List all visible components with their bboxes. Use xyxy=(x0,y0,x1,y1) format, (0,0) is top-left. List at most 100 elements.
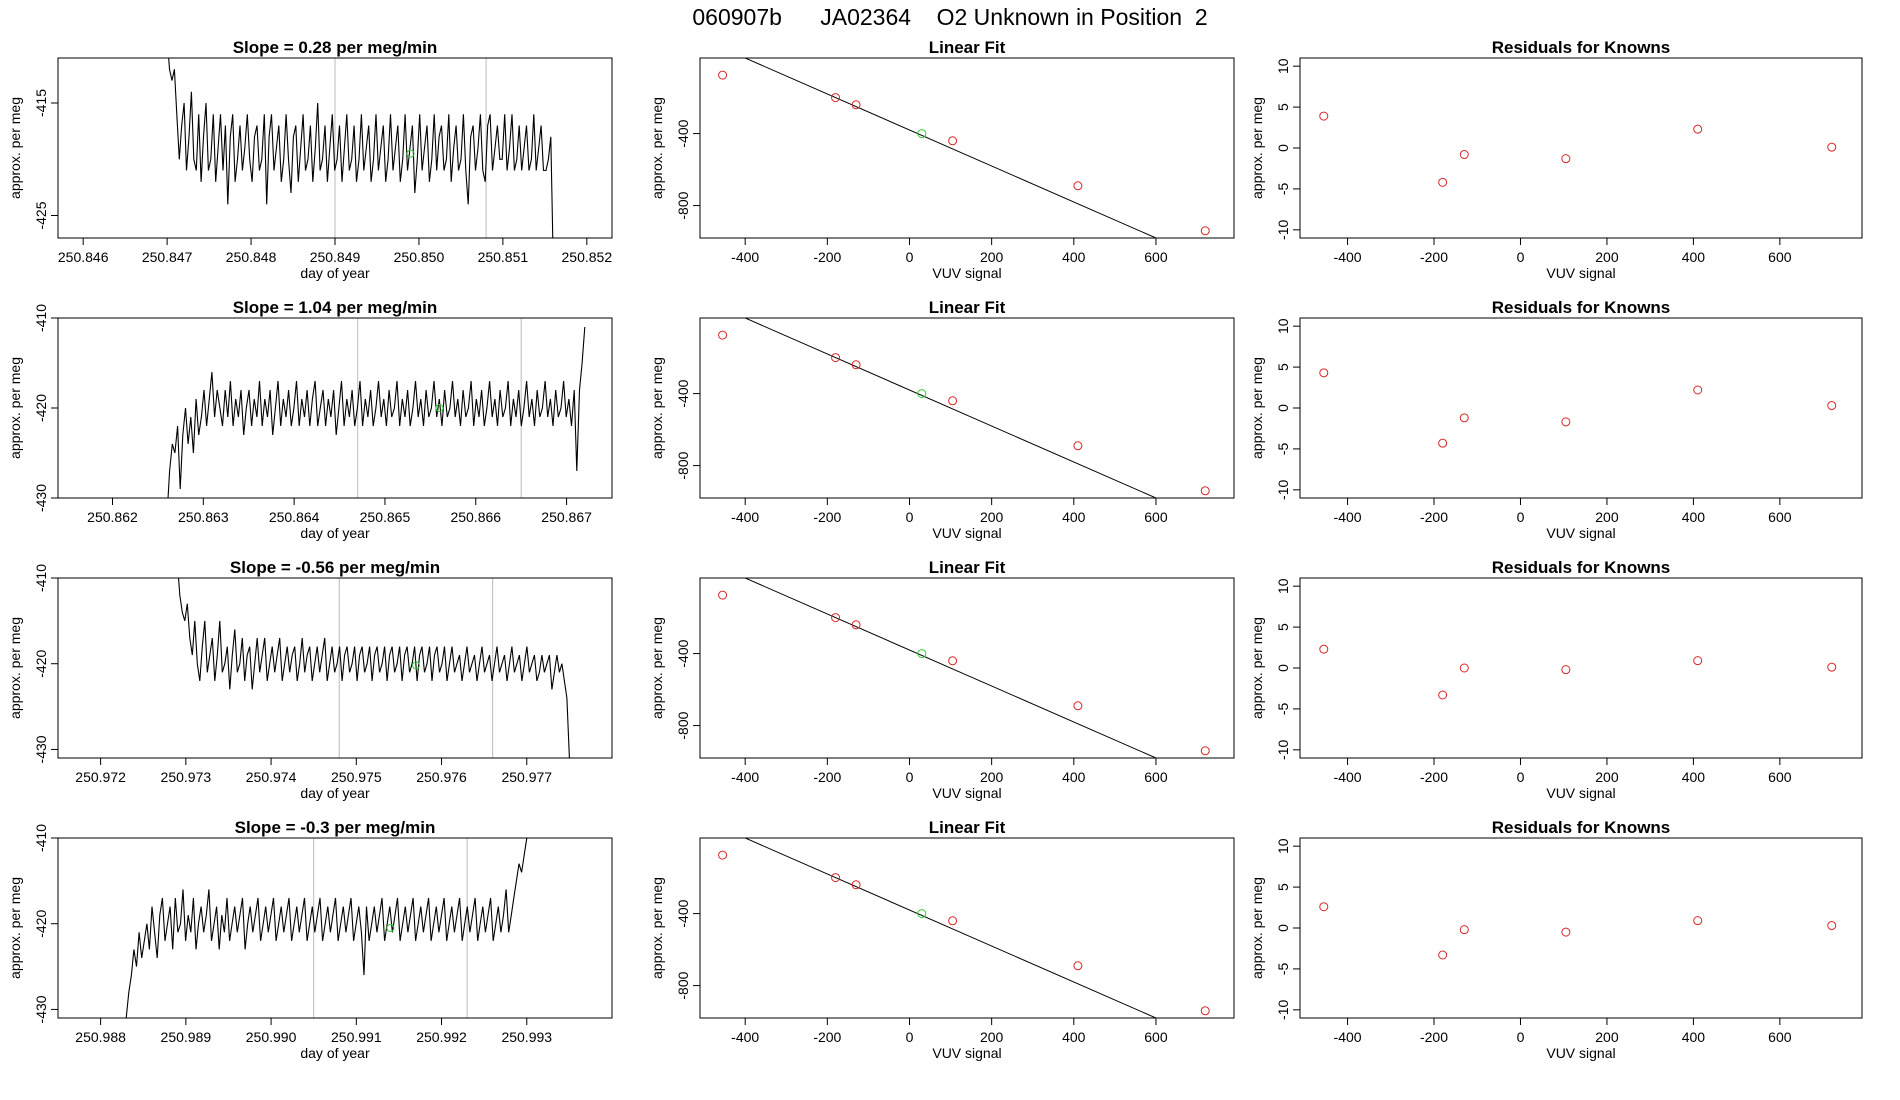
panel-title: Slope = -0.56 per meg/min xyxy=(230,558,440,577)
x-tick-label: 600 xyxy=(1768,249,1792,265)
y-tick-label: -800 xyxy=(675,191,691,219)
x-tick-label: -200 xyxy=(1420,1029,1448,1045)
known-point xyxy=(1827,921,1837,931)
y-axis-label: approx. per meg xyxy=(649,97,665,199)
panel-r2-c3: Residuals for Knowns -400 -200 0 200 400 600 10… xyxy=(1249,298,1863,541)
x-tick-label: -400 xyxy=(1334,769,1362,785)
panel-title: Linear Fit xyxy=(929,298,1006,317)
known-point xyxy=(1073,701,1083,711)
x-tick-label: 250.850 xyxy=(394,249,445,265)
x-tick-label: 250.867 xyxy=(541,509,592,525)
known-point xyxy=(1693,916,1703,926)
x-tick-label: 400 xyxy=(1062,249,1086,265)
x-tick-label: 400 xyxy=(1682,1029,1706,1045)
known-point xyxy=(718,330,728,340)
x-tick-label: -400 xyxy=(731,249,759,265)
known-point xyxy=(948,916,958,926)
known-point xyxy=(1561,665,1571,675)
y-tick-label: -5 xyxy=(1275,182,1291,195)
plot-data xyxy=(1319,111,1837,187)
y-tick-label: -800 xyxy=(675,711,691,739)
y-axis-label: approx. per meg xyxy=(1249,357,1265,459)
figure-title: 060907b JA02364 O2 Unknown in Position 2 xyxy=(692,4,1207,30)
x-tick-label: 0 xyxy=(906,249,914,265)
y-tick-label: -400 xyxy=(675,639,691,667)
y-tick-label: -10 xyxy=(1275,219,1291,239)
known-point xyxy=(1319,902,1329,912)
known-point xyxy=(831,353,841,363)
known-point xyxy=(1827,401,1837,411)
unknown-point xyxy=(386,924,395,932)
known-point xyxy=(851,880,861,890)
known-point xyxy=(851,100,861,110)
x-tick-label: 250.848 xyxy=(226,249,277,265)
plot-frame xyxy=(57,837,613,1019)
x-tick-label: -400 xyxy=(731,509,759,525)
known-point xyxy=(831,93,841,103)
y-axis-label: approx. per meg xyxy=(649,357,665,459)
x-tick-label: 600 xyxy=(1144,249,1168,265)
x-tick-label: -200 xyxy=(1420,769,1448,785)
x-tick-label: 200 xyxy=(980,249,1004,265)
known-point xyxy=(851,620,861,630)
x-tick-label: 400 xyxy=(1062,769,1086,785)
fit-line xyxy=(743,58,1158,238)
known-point xyxy=(948,656,958,666)
fit-line xyxy=(743,838,1158,1018)
panel-r1-c2: Linear Fit -400 -200 0 200 400 600 -400 -800 VUV … xyxy=(649,38,1235,281)
x-tick-label: -200 xyxy=(813,249,841,265)
known-point xyxy=(1693,385,1703,395)
y-tick-label: -420 xyxy=(33,394,49,422)
plot-data xyxy=(718,318,1210,498)
x-axis-label: day of year xyxy=(300,265,370,281)
plot-frame xyxy=(1299,57,1863,239)
x-tick-label: 600 xyxy=(1768,509,1792,525)
time-series-line xyxy=(168,58,554,238)
x-tick-label: -200 xyxy=(1420,509,1448,525)
x-axis-label: VUV signal xyxy=(1546,1045,1615,1061)
x-axis-label: VUV signal xyxy=(932,785,1001,801)
x-tick-label: 250.866 xyxy=(450,509,501,525)
unknown-point xyxy=(435,404,444,412)
y-axis-label: approx. per meg xyxy=(7,617,23,719)
y-tick-label: -400 xyxy=(675,119,691,147)
x-tick-label: 0 xyxy=(1517,1029,1525,1045)
unknown-point xyxy=(411,661,420,670)
x-axis-label: day of year xyxy=(300,1045,370,1061)
known-point xyxy=(1073,441,1083,451)
y-tick-label: 0 xyxy=(1275,144,1291,152)
known-point xyxy=(1438,177,1448,187)
y-tick-label: 10 xyxy=(1275,838,1291,854)
plot-frame xyxy=(1299,837,1863,1019)
panel-title: Slope = 0.28 per meg/min xyxy=(233,38,438,57)
known-point xyxy=(851,360,861,370)
x-axis-label: VUV signal xyxy=(1546,525,1615,541)
known-point xyxy=(1459,150,1469,160)
x-tick-label: 200 xyxy=(980,509,1004,525)
x-tick-label: 250.847 xyxy=(142,249,193,265)
known-point xyxy=(1459,413,1469,423)
x-tick-label: 250.992 xyxy=(416,1029,467,1045)
known-point xyxy=(1319,368,1329,378)
y-tick-label: -420 xyxy=(33,649,49,677)
x-tick-label: 600 xyxy=(1768,1029,1792,1045)
panel-title: Slope = 1.04 per meg/min xyxy=(233,298,438,317)
panel-r4-c2: Linear Fit -400 -200 0 200 400 600 -400 -800 VUV … xyxy=(649,818,1235,1061)
known-point xyxy=(1693,656,1703,666)
y-tick-label: 0 xyxy=(1275,924,1291,932)
x-tick-label: 0 xyxy=(906,1029,914,1045)
x-tick-label: 250.990 xyxy=(246,1029,297,1045)
x-tick-label: -400 xyxy=(1334,1029,1362,1045)
x-tick-label: 0 xyxy=(1517,249,1525,265)
y-tick-label: 10 xyxy=(1275,318,1291,334)
x-tick-label: 250.991 xyxy=(331,1029,382,1045)
y-tick-label: 5 xyxy=(1275,883,1291,891)
x-tick-label: 0 xyxy=(906,509,914,525)
panel-r3-c1: Slope = -0.56 per meg/min 250.972 250.973 2… xyxy=(7,558,613,801)
known-point xyxy=(1200,1006,1210,1016)
plot-data xyxy=(718,838,1210,1018)
x-axis-label: VUV signal xyxy=(932,265,1001,281)
known-point xyxy=(1693,124,1703,134)
x-tick-label: 250.977 xyxy=(501,769,552,785)
known-point xyxy=(948,136,958,146)
